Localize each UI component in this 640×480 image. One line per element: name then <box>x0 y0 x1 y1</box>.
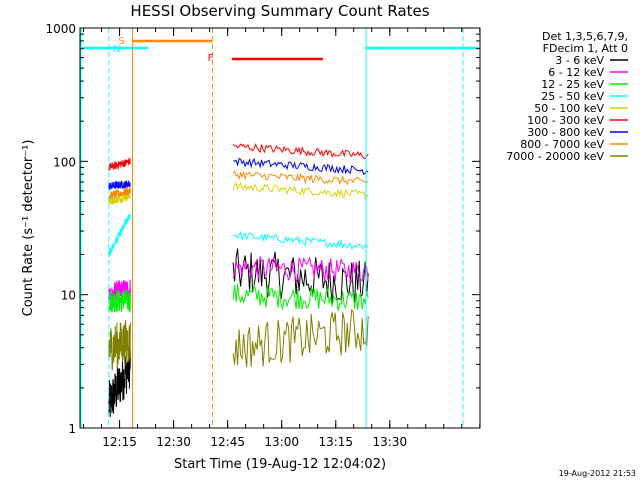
series-300-800-kev-seg1 <box>108 180 131 190</box>
x-tick-label: 13:15 <box>318 435 353 449</box>
legend-entry-label: 7000 - 20000 keV <box>506 150 604 163</box>
axes: 12:15 12:30 12:45 13:00 13:15 13:30 1 10 100 1000 <box>45 22 481 449</box>
series-800-7000-kev-seg1 <box>108 186 131 200</box>
series-300-800-kev-seg2 <box>232 157 369 176</box>
x-tick-label: 13:30 <box>373 435 408 449</box>
annotation-n: N <box>113 44 120 55</box>
series-25-50-kev-seg2 <box>232 230 369 250</box>
series-100-300-kev-seg2 <box>232 143 369 160</box>
legend-entry-label: 25 - 50 keV <box>541 90 604 103</box>
y-tick-label: 10 <box>61 289 76 303</box>
chart-title: HESSI Observing Summary Count Rates <box>130 2 429 20</box>
annotation-f: F <box>208 53 214 64</box>
plot-area: NS F <box>80 28 479 428</box>
x-axis-label: Start Time (19-Aug-12 12:04:02) <box>174 457 386 472</box>
x-tick-label: 12:45 <box>210 435 245 449</box>
legend-entry-label: 6 - 12 keV <box>548 66 604 79</box>
legend: Det 1,3,5,6,7,9,FDecim 1, Att 03 - 6 keV… <box>506 30 628 163</box>
x-tick-label: 13:00 <box>264 435 299 449</box>
series-6-12-kev-seg2 <box>232 256 369 283</box>
series-7000-20000-kev-seg1 <box>108 319 131 370</box>
legend-entry-label: 12 - 25 keV <box>541 78 604 91</box>
x-tick-label: 12:15 <box>102 435 137 449</box>
series-100-300-kev-seg1 <box>108 157 131 171</box>
legend-entry-label: 3 - 6 keV <box>555 54 604 67</box>
legend-header-line: FDecim 1, Att 0 <box>543 42 628 55</box>
y-tick-label: 1000 <box>45 22 76 36</box>
series-25-50-kev-seg1 <box>108 213 131 257</box>
legend-entry-label: 50 - 100 keV <box>534 102 604 115</box>
y-tick-label: 1 <box>68 422 76 436</box>
series-50-100-kev-seg2 <box>232 181 369 200</box>
series-12-25-kev-seg1 <box>108 288 131 313</box>
annotation-s: S <box>118 36 124 47</box>
legend-entry-label: 800 - 7000 keV <box>520 138 604 151</box>
timestamp: 19-Aug-2012 21:53 <box>559 469 636 478</box>
y-tick-label: 100 <box>53 155 76 169</box>
series-800-7000-kev-seg2 <box>232 170 369 186</box>
legend-entry-label: 100 - 300 keV <box>527 114 604 127</box>
series-12-25-kev-seg2 <box>232 283 369 311</box>
series-3-6-kev-seg1 <box>108 347 131 418</box>
x-tick-label: 12:30 <box>156 435 191 449</box>
legend-header-line: Det 1,3,5,6,7,9, <box>542 30 628 43</box>
series-7000-20000-kev-seg2 <box>232 308 369 368</box>
legend-entry-label: 300 - 800 keV <box>527 126 604 139</box>
plot-frame <box>79 27 481 429</box>
y-axis-label: Count Rate (s⁻¹ detector⁻¹) <box>21 140 36 317</box>
